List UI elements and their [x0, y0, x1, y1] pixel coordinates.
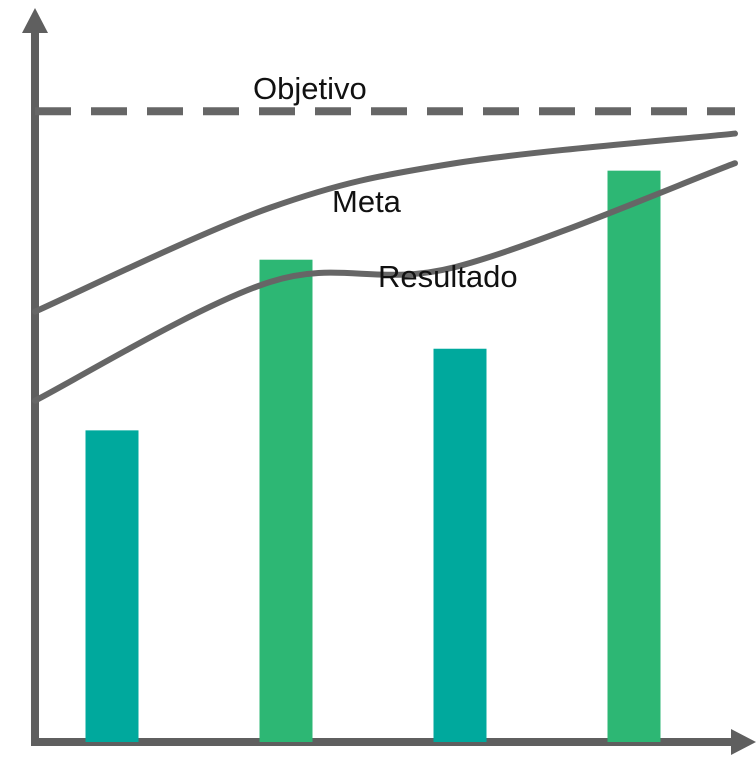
objetivo-label: Objetivo	[253, 71, 367, 106]
resultado-line	[32, 160, 738, 404]
x-axis-arrow-icon	[731, 729, 756, 755]
bar-1	[85, 430, 139, 742]
bar-3	[433, 348, 487, 742]
meta-line	[32, 130, 738, 315]
labels-layer: Objetivo Meta Resultado	[253, 71, 518, 294]
resultado-label: Resultado	[378, 259, 518, 294]
y-axis-arrow-icon	[22, 8, 48, 33]
meta-label: Meta	[332, 184, 402, 219]
bars-layer	[85, 170, 661, 742]
lines-layer	[32, 107, 738, 404]
bar-2	[259, 259, 313, 742]
bar-4	[607, 170, 661, 742]
